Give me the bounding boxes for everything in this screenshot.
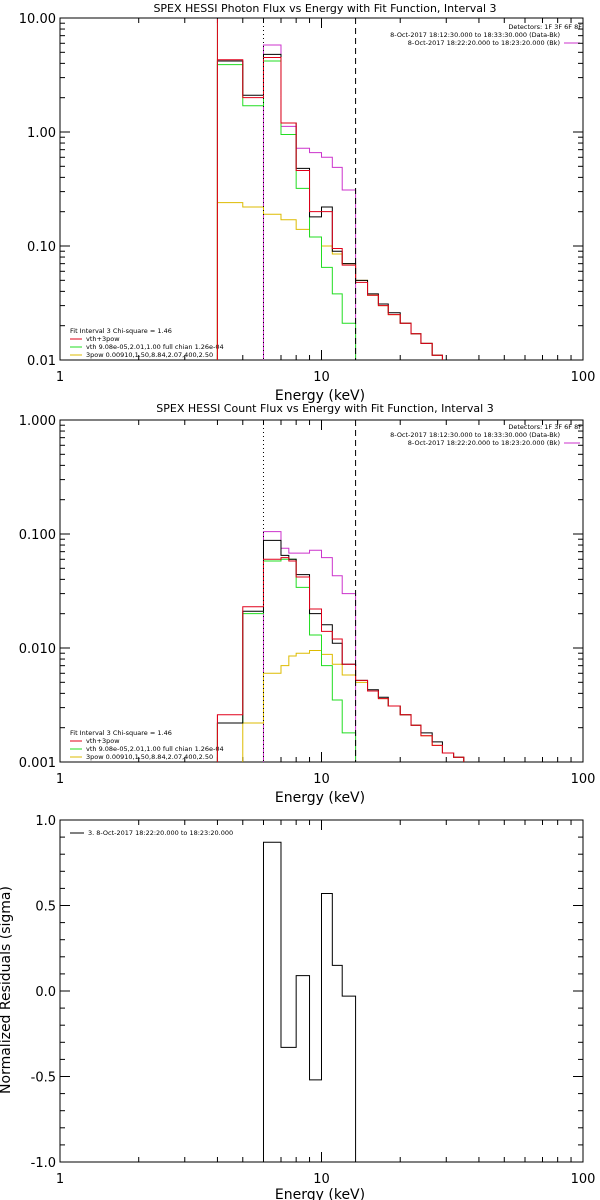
y-tick-label: 0.5 [35,900,56,915]
y-tick-label: 0.0 [35,985,56,1000]
thermal-legend-label: vth 9.08e-05,2.01,1.00 full chian 1.26e-… [86,343,224,351]
chart-title: SPEX HESSI Count Flux vs Energy with Fit… [156,402,493,415]
total-legend-label: vth+3pow [86,335,120,343]
fit-legend-header: Fit Interval 3 Chi-square = 1.46 [70,327,172,335]
y-tick-label: -0.5 [31,1071,56,1086]
y-tick-label: 0.001 [19,756,56,771]
total-legend-label: vth+3pow [86,737,120,745]
x-tick-label: 10 [313,370,330,385]
fit-legend-header: Fit Interval 3 Chi-square = 1.46 [70,729,172,737]
nonthermal-legend-label: 3pow 0.00910,1.50,8.84,2.07,400,2.50 [86,351,213,359]
residual-legend-label: 3. 8-Oct-2017 18:22:20.000 to 18:23:20.0… [88,829,233,837]
residuals-chart: Energy (keV) Normalized Residuals (sigma… [0,814,595,1200]
detectors-text: Detectors: 1F 3F 6F 8F [508,23,582,31]
x-axis-label: Energy (keV) [275,388,365,404]
curve-layer [262,841,357,1162]
x-tick-label: 10 [313,1172,330,1187]
data-series [262,841,357,1162]
photon-flux-chart: SPEX HESSI Photon Flux vs Energy with Fi… [19,2,596,404]
data-series [216,539,465,762]
y-tick-label: 1.00 [27,126,56,141]
y-tick-label: 0.10 [27,240,56,255]
data-interval-text: 8-Oct-2017 18:12:30.000 to 18:33:30.000 … [390,31,560,39]
y-tick-label: 0.01 [27,354,56,369]
plot-frame [59,17,584,361]
y-tick-label: 0.100 [19,528,56,543]
thermal-legend-label: vth 9.08e-05,2.01,1.00 full chian 1.26e-… [86,745,224,753]
y-tick-label: -1.0 [31,1156,56,1171]
background-interval-text: 8-Oct-2017 18:22:20.000 to 18:23:20.000 … [408,439,560,447]
x-tick-label: 10 [313,772,330,787]
chart-title: SPEX HESSI Photon Flux vs Energy with Fi… [153,2,496,15]
thermal-series [216,60,357,360]
curve-layer [216,420,465,762]
x-tick-label: 1 [56,370,64,385]
x-axis-label: Energy (keV) [275,1187,365,1200]
nonthermal-series [216,202,443,360]
y-tick-label: 10.00 [19,12,56,27]
data-interval-text: 8-Oct-2017 18:12:30.000 to 18:33:30.000 … [390,431,560,439]
x-axis-label: Energy (keV) [275,790,365,806]
x-tick-label: 100 [571,370,596,385]
x-tick-label: 1 [56,1172,64,1187]
thermal-series [216,558,357,762]
x-tick-label: 100 [571,1172,596,1187]
nonthermal-series [242,650,465,762]
total-series [216,57,443,360]
x-tick-label: 100 [571,772,596,787]
y-tick-label: 1.0 [35,814,56,829]
total-series [216,557,465,762]
curve-layer [216,18,443,360]
y-tick-label: 0.010 [19,642,56,657]
y-axis-label: Normalized Residuals (sigma) [0,886,14,1094]
detectors-text: Detectors: 1F 3F 6F 8F [508,423,582,431]
count-flux-chart: SPEX HESSI Count Flux vs Energy with Fit… [19,402,596,806]
y-tick-label: 1.000 [19,414,56,429]
plot-frame [59,419,584,763]
x-tick-label: 1 [56,772,64,787]
background-interval-text: 8-Oct-2017 18:22:20.000 to 18:23:20.000 … [408,39,560,47]
nonthermal-legend-label: 3pow 0.00910,1.50,8.84,2.07,400,2.50 [86,753,213,761]
